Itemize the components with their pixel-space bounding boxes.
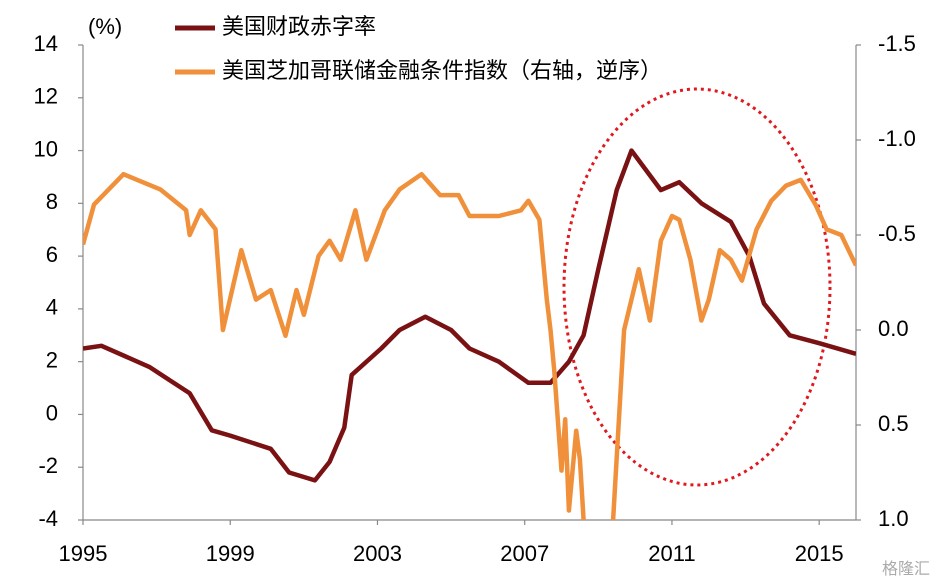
y2-tick-label: 0.5 [878, 411, 909, 436]
y-tick-label: 14 [34, 31, 58, 56]
legend-label: 美国芝加哥联储金融条件指数（右轴，逆序） [222, 58, 662, 83]
series-line [83, 171, 856, 520]
y-tick-label: 2 [46, 347, 58, 372]
y2-tick-label: -0.5 [878, 221, 916, 246]
x-tick-label: 1995 [59, 541, 108, 566]
x-tick-label: 2011 [648, 541, 695, 566]
y-tick-label: 4 [46, 295, 58, 320]
series-line [83, 148, 856, 483]
legend-label: 美国财政赤字率 [222, 14, 376, 39]
x-tick-label: 2003 [353, 541, 402, 566]
x-tick-label: 2007 [500, 541, 549, 566]
y-tick-label: 6 [46, 242, 58, 267]
x-tick-label: 2015 [795, 541, 844, 566]
watermark: 格隆汇 [882, 560, 930, 578]
y-tick-label: 0 [46, 400, 58, 425]
y-tick-label: -4 [38, 506, 58, 531]
y2-tick-label: 0.0 [878, 316, 909, 341]
y-tick-label: 10 [34, 136, 58, 161]
y2-tick-label: -1.0 [878, 126, 916, 151]
x-tick-label: 1999 [206, 541, 255, 566]
y-axis-label: (%) [88, 14, 122, 39]
highlight-ellipse [562, 87, 832, 487]
y-tick-label: 8 [46, 189, 58, 214]
y2-tick-label: 1.0 [878, 506, 909, 531]
y2-tick-label: -1.5 [878, 31, 916, 56]
y-tick-label: -2 [38, 453, 58, 478]
y-tick-label: 12 [34, 84, 58, 109]
